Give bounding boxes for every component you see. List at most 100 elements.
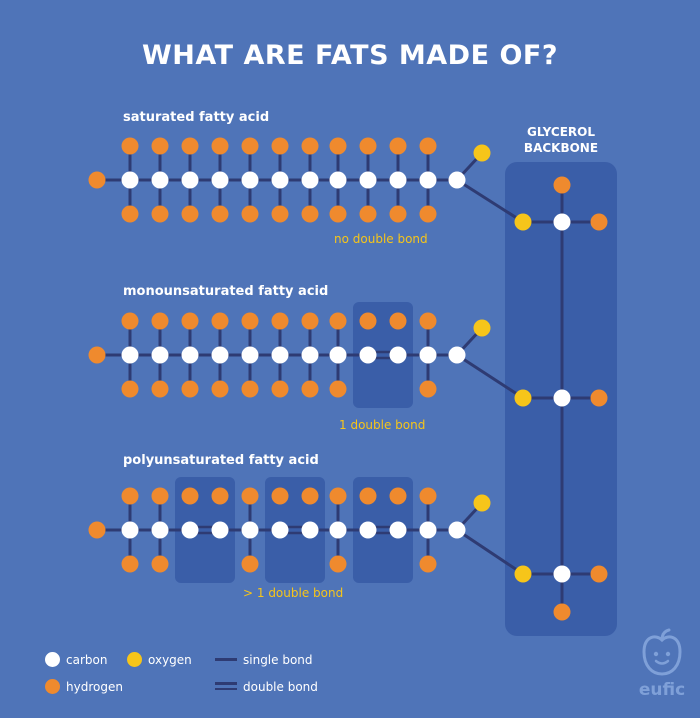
carbon-atom [301,346,319,364]
glycerol-line-1: GLYCEROL [527,125,595,139]
hydrogen-atom [271,205,289,223]
hydrogen-atom [121,205,139,223]
carbon-atom [241,521,259,539]
hydrogen-atom [359,205,377,223]
hydrogen-atom [151,380,169,398]
hydrogen-atom [211,205,229,223]
hydrogen-atom [389,487,407,505]
hydrogen-atom [181,380,199,398]
hydrogen-atom [301,137,319,155]
carbon-atom [389,346,407,364]
hydrogen-atom [419,555,437,573]
hydrogen-atom [151,205,169,223]
hydrogen-atom [301,380,319,398]
hydrogen-atom [241,487,259,505]
hydrogen-atom [211,380,229,398]
hydrogen-atom [271,487,289,505]
carbon-atom [121,521,139,539]
carbon-atom [241,171,259,189]
hydrogen-atom [590,565,608,583]
carbon-atom [211,521,229,539]
hydrogen-atom [151,137,169,155]
carbon-legend-label: carbon [66,653,108,667]
oxygen-atom [473,144,491,162]
carbon-atom [329,521,347,539]
carbon-atom [181,346,199,364]
oxygen-atom [514,389,532,407]
hydrogen-atom [211,137,229,155]
hydrogen-atom [181,312,199,330]
carbon-atom [359,521,377,539]
ester-bond [456,528,524,576]
hydrogen-atom [329,205,347,223]
oxygen-atom [473,494,491,512]
hydrogen-atom [389,137,407,155]
hydrogen-atom [241,205,259,223]
carbon-atom [448,346,466,364]
hydrogen-atom [151,312,169,330]
hydrogen-atom [590,213,608,231]
hydrogen-atom [419,380,437,398]
hydrogen-atom [241,312,259,330]
hydrogen-atom [181,205,199,223]
carbon-atom [181,521,199,539]
eufic-logo: eufic [634,628,690,704]
double-bond-legend-line [215,682,237,690]
polyunsaturated-label: polyunsaturated fatty acid [123,453,319,468]
hydrogen-atom [241,137,259,155]
hydrogen-atom [419,137,437,155]
single-bond-legend-line [215,658,237,661]
carbon-atom [553,213,571,231]
carbon-atom [359,346,377,364]
logo-text: eufic [638,680,686,700]
hydrogen-atom [419,487,437,505]
hydrogen-atom [241,380,259,398]
carbon-atom [448,171,466,189]
ester-bond [456,178,524,224]
hydrogen-atom [121,487,139,505]
hydrogen-atom [419,205,437,223]
apple-face-icon [642,628,682,676]
carbon-atom [419,346,437,364]
carbon-atom [151,171,169,189]
hydrogen-atom [301,312,319,330]
monounsaturated-note: 1 double bond [339,418,426,432]
hydrogen-atom [181,137,199,155]
carbon-atom [241,346,259,364]
oxygen-atom [514,565,532,583]
carbon-legend-dot [45,652,60,667]
carbon-atom [181,171,199,189]
saturated-note: no double bond [334,232,428,246]
hydrogen-legend-dot [45,679,60,694]
hydrogen-atom [553,176,571,194]
hydrogen-atom [329,555,347,573]
glycerol-line-2: BACKBONE [523,141,599,155]
hydrogen-atom [211,312,229,330]
hydrogen-atom [121,312,139,330]
hydrogen-atom [88,171,106,189]
hydrogen-atom [301,487,319,505]
ester-bond [456,353,524,400]
carbon-atom [121,171,139,189]
oxygen-legend-dot [127,652,142,667]
hydrogen-atom [359,312,377,330]
hydrogen-atom [553,603,571,621]
oxygen-legend-label: oxygen [148,653,192,667]
carbon-atom [553,565,571,583]
hydrogen-atom [121,555,139,573]
hydrogen-atom [271,137,289,155]
carbon-atom [271,346,289,364]
hydrogen-atom [590,389,608,407]
hydrogen-atom [389,205,407,223]
carbon-atom [301,521,319,539]
carbon-atom [448,521,466,539]
glycerol-backbone-label: GLYCEROL BACKBONE [505,124,617,156]
carbon-atom [271,171,289,189]
polyunsaturated-note: > 1 double bond [243,586,344,600]
hydrogen-atom [271,380,289,398]
saturated-label: saturated fatty acid [123,110,270,125]
hydrogen-atom [359,487,377,505]
carbon-atom [359,171,377,189]
hydrogen-atom [88,521,106,539]
